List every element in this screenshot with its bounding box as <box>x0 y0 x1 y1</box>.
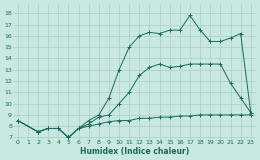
X-axis label: Humidex (Indice chaleur): Humidex (Indice chaleur) <box>80 147 189 156</box>
